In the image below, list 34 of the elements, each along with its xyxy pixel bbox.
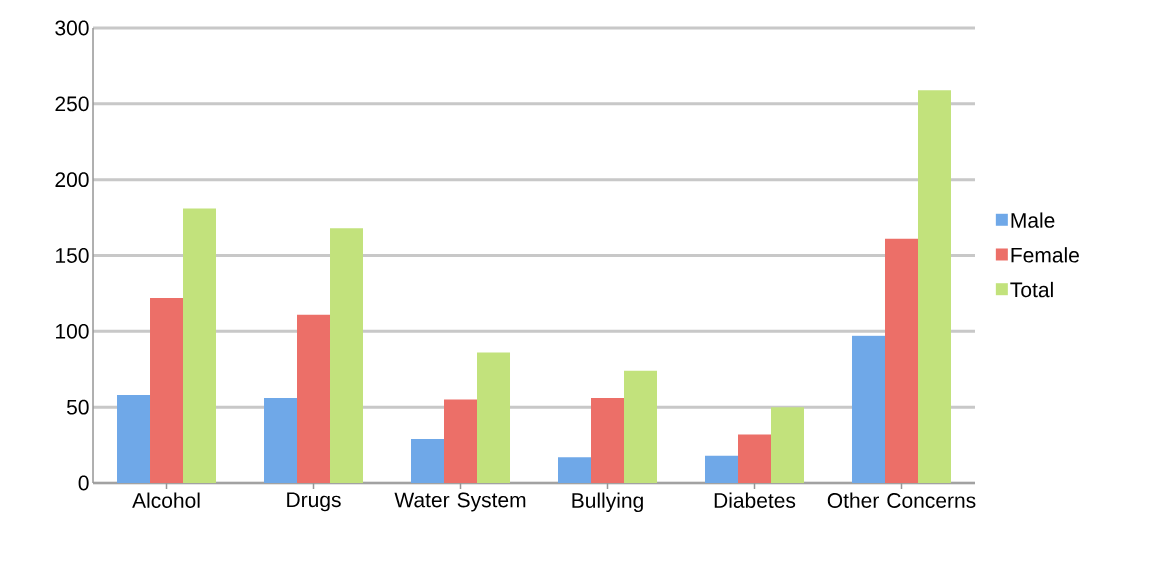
y-tick-label: 300 (55, 20, 89, 36)
y-tick-label: 200 (55, 172, 89, 188)
y-tick-label: 0 (78, 475, 89, 491)
bar (771, 407, 804, 483)
x-tick-label: Water System (394, 492, 526, 512)
bar (477, 352, 511, 483)
bar (444, 399, 477, 483)
bar (150, 297, 184, 483)
bar (411, 439, 445, 483)
y-tick-label: 250 (55, 96, 89, 112)
bar (738, 434, 771, 483)
bar (885, 238, 918, 483)
x-tick-label: Drugs (287, 492, 341, 512)
x-tick-label: Diabetes (714, 492, 796, 508)
y-tick-label: 150 (56, 248, 89, 263)
bar (330, 228, 364, 483)
bar (264, 398, 298, 483)
y-tick-label: 100 (56, 323, 89, 339)
x-tick-label: Other Concerns (827, 492, 976, 508)
x-tick-label: Bullying (572, 492, 643, 513)
x-tick-label: Alcohol (132, 492, 200, 508)
legend-label: Total (1010, 281, 1053, 298)
bar (183, 208, 217, 483)
bar (558, 457, 591, 483)
legend-label: Male (1011, 212, 1055, 228)
bar (591, 398, 624, 483)
bar (117, 395, 151, 483)
bar (624, 370, 657, 483)
bar (918, 90, 951, 483)
bar (705, 455, 738, 483)
bar (852, 335, 885, 483)
bar (297, 314, 331, 483)
y-tick-label: 50 (66, 399, 89, 415)
legend-label: Female (1011, 247, 1079, 263)
